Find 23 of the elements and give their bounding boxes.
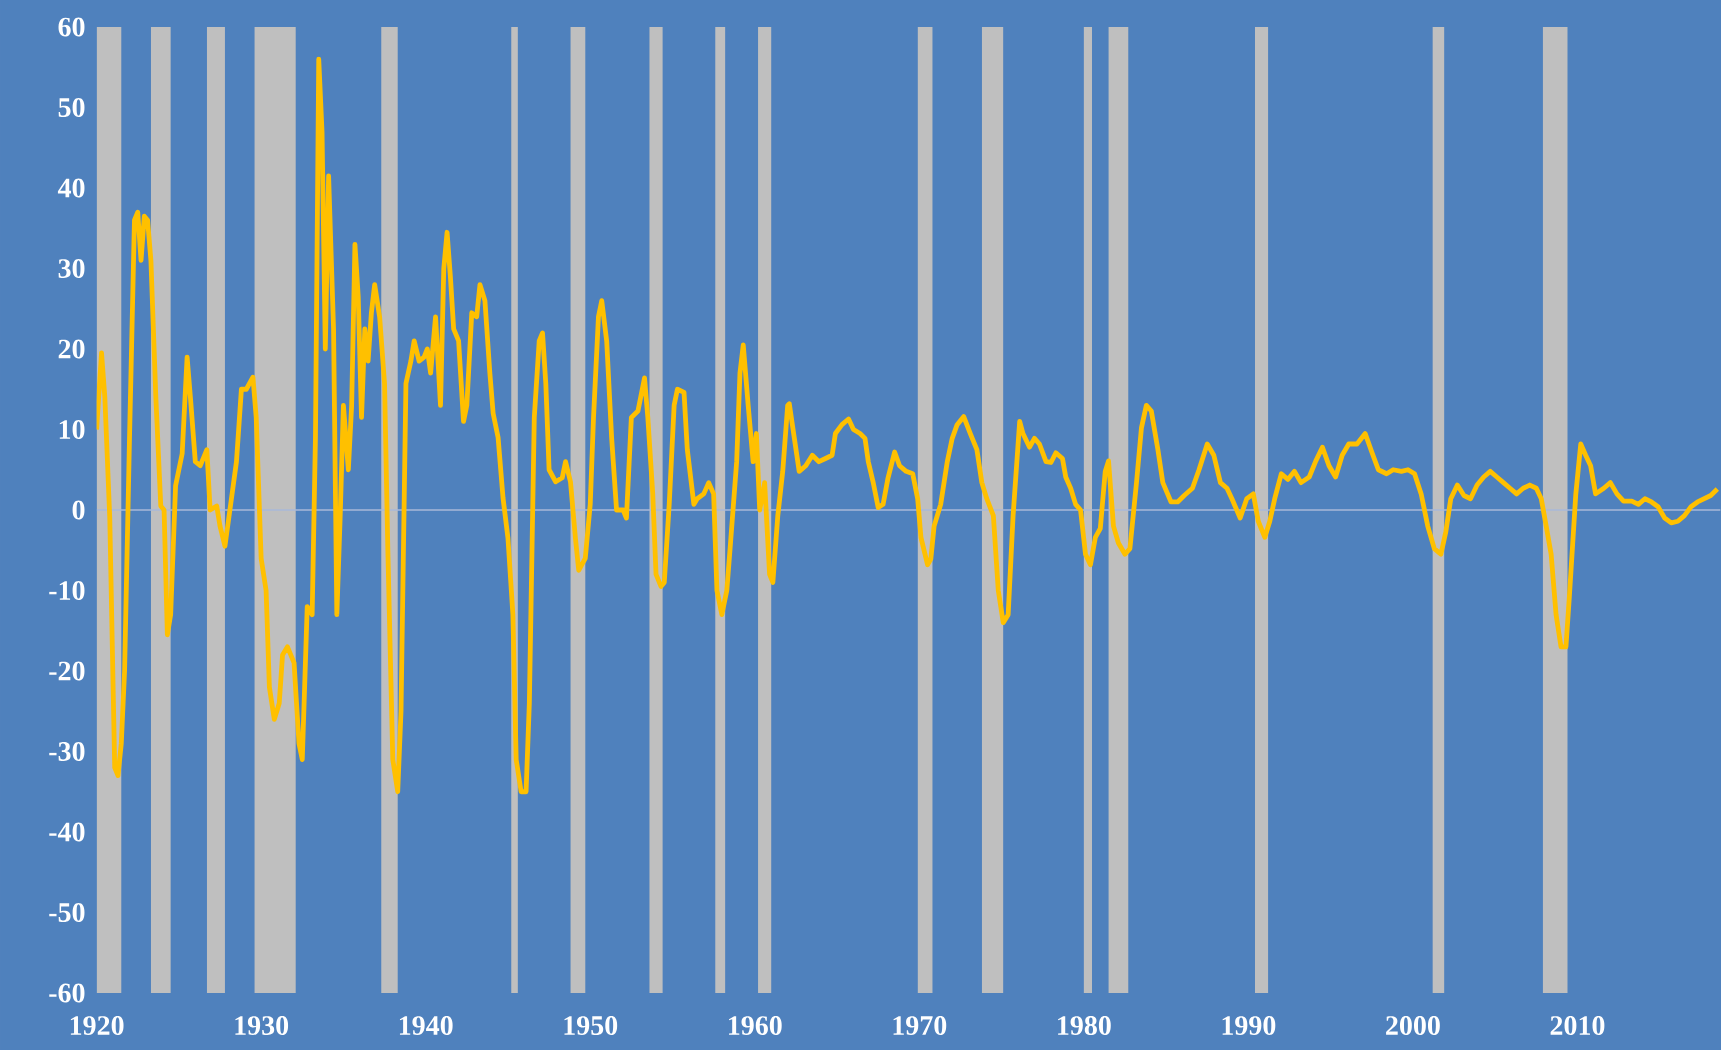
y-tick-label: 60	[58, 17, 85, 37]
y-tick-label: 0	[72, 500, 85, 520]
x-tick-label: 1980	[1058, 1016, 1111, 1035]
y-tick-label: 50	[58, 98, 85, 117]
x-tick-label: 1930	[235, 1016, 289, 1035]
y-tick-label: 30	[58, 259, 85, 278]
x-tick-label: 1940	[399, 1016, 453, 1035]
y-tick-label: 10	[59, 420, 85, 439]
y-tick-label: -20	[49, 661, 85, 681]
x-tick-label: 1960	[729, 1016, 782, 1035]
x-tick-label: 2000	[1386, 1016, 1440, 1035]
x-tick-label: 1920	[70, 1016, 124, 1035]
y-tick-label: -10	[49, 581, 85, 600]
x-tick-label: 1990	[1222, 1016, 1276, 1035]
y-tick-label: -50	[49, 903, 85, 922]
y-tick-label: -60	[49, 983, 85, 1003]
x-tick-label: 1970	[893, 1016, 947, 1035]
y-tick-label: -40	[49, 822, 85, 842]
y-tick-label: 40	[57, 178, 85, 198]
y-tick-label: 20	[58, 339, 85, 359]
y-tick-label: -30	[49, 742, 85, 761]
x-tick-label: 1950	[564, 1016, 618, 1035]
x-tick-label: 2010	[1550, 1016, 1605, 1035]
